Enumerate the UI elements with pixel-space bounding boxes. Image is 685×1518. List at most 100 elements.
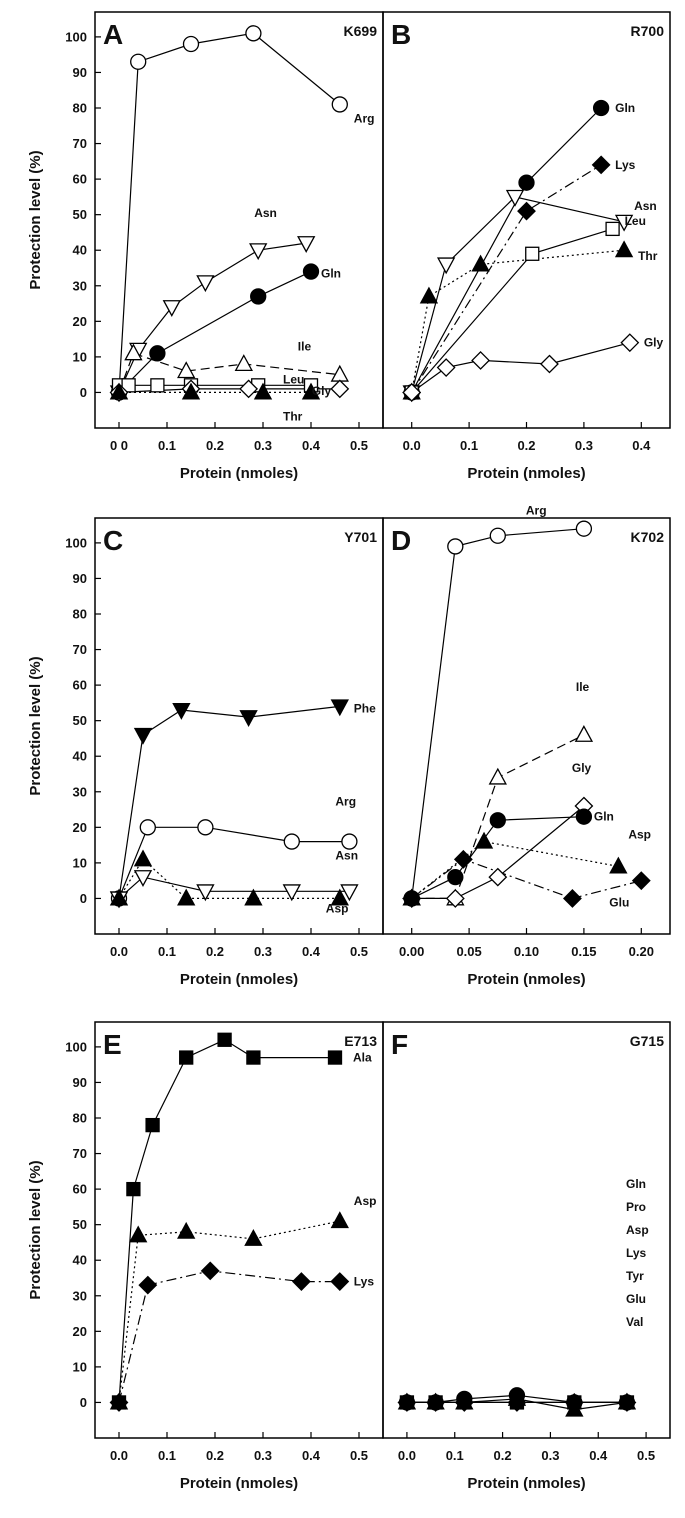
x-tick-label: 0.5 (350, 944, 368, 959)
data-point (563, 889, 582, 908)
panel-c: 0 10 20 30 40 50 60 70 80 90 100 0.0 0.1 0.2 0.3 0.4 0.5… (27, 517, 384, 988)
x-tick-label: 0.10 (514, 944, 539, 959)
data-point (540, 354, 559, 374)
series-label-phe: Phe (354, 701, 376, 715)
series-label-thr: Thr (283, 409, 303, 423)
y-tick-label: 10 (73, 855, 87, 870)
x-tick-label: 0.2 (206, 438, 224, 453)
panel-title: R700 (631, 23, 665, 39)
series-line-thr (411, 249, 625, 393)
y-tick-label: 20 (73, 1324, 87, 1339)
data-point (239, 379, 259, 399)
y-tick-label: 90 (73, 65, 87, 80)
legend-label-gln: Gln (626, 1177, 646, 1191)
y-axis-title: Protection level (%) (27, 150, 44, 289)
series-label-arg: Arg (335, 795, 356, 809)
x-tick-label: 0.3 (541, 1448, 559, 1463)
series-markers-lys (109, 1261, 350, 1412)
series-line-asp (118, 1220, 340, 1403)
data-point (489, 527, 506, 544)
series-markers-thr (402, 240, 634, 400)
y-tick-label: 60 (73, 678, 87, 693)
x-tick-label: 0.1 (158, 438, 176, 453)
data-point (340, 884, 359, 902)
data-point (200, 1261, 220, 1281)
y-tick-label: 30 (73, 278, 87, 293)
data-point (126, 1181, 141, 1197)
series-markers-asn (109, 870, 359, 909)
data-point (609, 856, 628, 874)
data-point (182, 35, 200, 53)
y-tick-label: 0 (80, 891, 87, 906)
x-tick-label: 0.3 (575, 438, 593, 453)
panel-letter: F (391, 1029, 408, 1060)
data-point (436, 257, 456, 275)
data-point (283, 833, 300, 850)
data-point (614, 214, 634, 232)
data-point (471, 254, 490, 272)
data-point (124, 343, 143, 361)
data-point (471, 351, 490, 370)
data-point (488, 867, 508, 887)
y-axis-title: Protection level (%) (27, 656, 44, 795)
data-point (505, 189, 525, 207)
data-point (327, 1050, 343, 1065)
series-line-lys (118, 1270, 340, 1403)
series-label-asp: Asp (326, 901, 349, 915)
panel-letter: E (103, 1029, 122, 1060)
y-tick-label: 0 (80, 385, 87, 400)
x-tick-label: 0.0 (110, 1448, 128, 1463)
x-axis-title: Protein (nmoles) (180, 971, 298, 988)
data-point (447, 538, 464, 555)
series-markers-thr (109, 382, 321, 400)
x-tick-label: 0.2 (494, 1448, 512, 1463)
x-tick-label: 0.1 (446, 1448, 464, 1463)
x-tick-label: 0.3 (254, 1448, 272, 1463)
data-point (121, 378, 136, 393)
series-label-asn: Asn (254, 206, 277, 220)
x-tick-label: 0.0 (403, 438, 421, 453)
data-point (402, 383, 422, 402)
series-line-arg (411, 528, 584, 899)
data-point (109, 888, 129, 906)
series-line-gly (411, 805, 585, 900)
series-line-arg (118, 826, 350, 899)
series-label-asp: Asp (628, 827, 651, 841)
x-tick-label: 0.00 (399, 944, 424, 959)
series-line-gln (118, 271, 312, 393)
data-point (620, 333, 640, 353)
panel-letter: A (103, 19, 123, 50)
data-point (330, 888, 349, 906)
series-line-asn (118, 242, 307, 393)
y-tick-label: 20 (73, 314, 87, 329)
y-tick-label: 50 (73, 207, 87, 222)
data-point (605, 221, 620, 237)
series-markers-leu (404, 221, 620, 400)
data-point (133, 870, 153, 887)
data-point (181, 382, 201, 400)
series-markers-gly (402, 333, 640, 402)
series-label-gly: Gly (312, 384, 332, 398)
series-line-gln (411, 816, 584, 899)
legend-label-val: Val (626, 1315, 643, 1329)
y-tick-label: 100 (65, 535, 87, 550)
x-tick-label: 0.4 (589, 1448, 608, 1463)
y-tick-label: 40 (73, 1253, 87, 1268)
series-line-gln (411, 107, 602, 393)
panel-e: 0 10 20 30 40 50 60 70 80 90 100 0.0 0.1 0.2 0.3 0.4 0.5… (27, 1021, 384, 1492)
x-tick-label: 0.15 (571, 944, 596, 959)
series-markers-gln (403, 808, 593, 907)
legend-label-pro: Pro (626, 1200, 646, 1214)
data-point (525, 246, 540, 261)
data-point (244, 1229, 263, 1246)
series-label-leu: Leu (625, 214, 646, 228)
data-point (150, 378, 165, 393)
series-label-lys: Lys (354, 1275, 375, 1289)
x-tick-label: 0 0 (110, 438, 128, 453)
data-point (245, 25, 262, 42)
data-point (297, 236, 316, 253)
x-tick-label: 0.0 (110, 944, 128, 959)
data-point (488, 767, 507, 785)
series-line-ala (118, 1039, 335, 1403)
x-axis-title: Protein (nmoles) (180, 465, 298, 482)
